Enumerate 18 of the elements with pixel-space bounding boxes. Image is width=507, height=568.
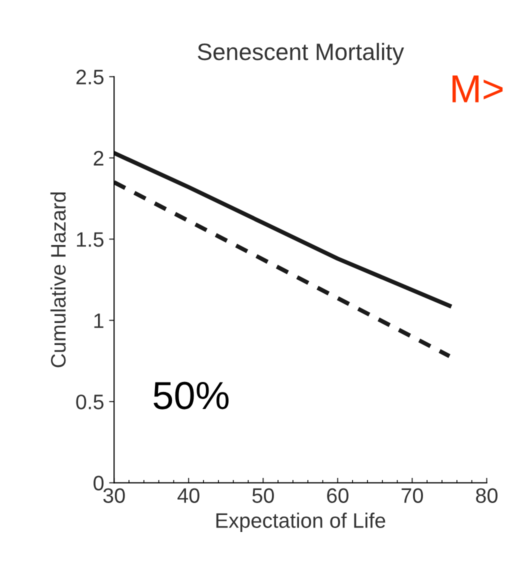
y-tick-label: 0.5: [76, 394, 104, 410]
x-tick-label: 40: [177, 488, 200, 503]
chart-title: Senescent Mortality: [198, 42, 404, 65]
annotation: 50%: [154, 382, 229, 410]
y-tick-label: 0: [94, 476, 104, 491]
y-axis-title: Cumulative Hazard: [50, 192, 66, 368]
y-tick-label: 2: [94, 150, 104, 166]
line-series: [114, 150, 452, 308]
x-tick-label: 30: [103, 488, 125, 503]
annotation: M>: [452, 75, 503, 102]
x-tick-label: 80: [476, 488, 498, 503]
x-tick-label: 50: [252, 488, 274, 503]
y-tick-label: 2.5: [76, 70, 104, 84]
x-tick-label: 70: [402, 488, 423, 503]
x-axis-title: Expectation of Life: [216, 512, 386, 532]
y-tick-label: 1: [94, 314, 104, 328]
y-tick-label: 1.5: [76, 232, 104, 247]
x-tick-label: 60: [327, 488, 348, 503]
